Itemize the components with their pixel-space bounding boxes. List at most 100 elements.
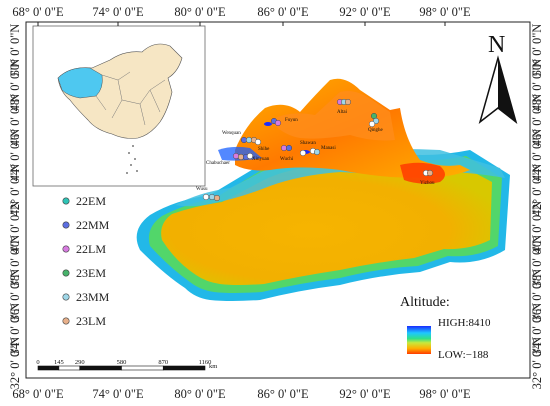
altitude-colorbar bbox=[407, 326, 431, 354]
south-china-sea-islands bbox=[126, 145, 138, 174]
north-label: N bbox=[488, 32, 505, 58]
site-label: Wusu bbox=[196, 187, 208, 192]
site-label: Shihe bbox=[258, 147, 270, 152]
site-label: Chabuchaer bbox=[206, 161, 230, 166]
lat-tick-label: 34° 0' 0"N bbox=[530, 303, 544, 356]
scale-segment bbox=[58, 365, 81, 371]
site-label: Fuyun bbox=[285, 118, 298, 123]
site-fuyun[interactable]: Fuyun bbox=[270, 117, 298, 127]
province-borders bbox=[95, 71, 166, 126]
lon-tick-label: 86° 0' 0"E bbox=[257, 5, 309, 19]
site-shawan[interactable]: Shawan bbox=[280, 141, 316, 152]
site-label: Wenquan bbox=[222, 131, 241, 136]
scale-tick-label: 290 bbox=[75, 359, 85, 366]
lat-tick-label: 34° 0' 0"N bbox=[8, 303, 22, 356]
legend: 22EM 22MM 22LM 23EM 23MM 23LM bbox=[62, 194, 110, 328]
site-label: Qinghe bbox=[368, 128, 384, 133]
scale-tick-label: 0 bbox=[36, 359, 39, 366]
legend-label: 22EM bbox=[76, 194, 106, 208]
legend-label: 23LM bbox=[76, 314, 106, 328]
scale-unit: km bbox=[209, 363, 217, 370]
lat-tick-label: 48° 0' 0"N bbox=[530, 59, 544, 112]
site-manasi[interactable]: Manasi bbox=[309, 146, 336, 156]
lat-tick-label: 32° 0' 0"N bbox=[8, 337, 22, 390]
legend-marker bbox=[62, 317, 70, 325]
lat-tick-label: 44° 0' 0"N bbox=[8, 129, 22, 182]
site-qinghe[interactable]: Qinghe bbox=[368, 112, 384, 133]
legend-label: 22LM bbox=[76, 242, 106, 256]
north-arrow-shade bbox=[498, 58, 516, 122]
lat-tick-label: 44° 0' 0"N bbox=[530, 129, 544, 182]
lake bbox=[264, 122, 272, 126]
lon-tick-label: 74° 0' 0"E bbox=[92, 387, 144, 401]
altitude-legend: Altitude: HIGH:8410 LOW:−188 bbox=[400, 295, 491, 361]
site-shihe[interactable]: Shihe bbox=[254, 138, 270, 152]
site-altai[interactable]: Altai bbox=[336, 98, 352, 115]
lat-ticks-right: 50° 0' 0"N48° 0' 0"N46° 0' 0"N44° 0' 0"N… bbox=[530, 24, 544, 390]
xinjiang-terrain bbox=[136, 78, 510, 301]
china-inset-map bbox=[32, 25, 206, 187]
altitude-high-label: HIGH:8410 bbox=[438, 317, 491, 329]
scale-tick-label: 1160 bbox=[199, 359, 212, 366]
legend-marker bbox=[62, 197, 70, 205]
lat-tick-label: 36° 0' 0"N bbox=[8, 269, 22, 322]
scale-tick-label: 870 bbox=[158, 359, 168, 366]
lon-tick-label: 80° 0' 0"E bbox=[174, 5, 226, 19]
lon-tick-label: 68° 0' 0"E bbox=[12, 5, 64, 19]
legend-marker bbox=[62, 293, 70, 301]
north-arrow: N bbox=[478, 32, 518, 124]
lat-tick-label: 32° 0' 0"N bbox=[530, 337, 544, 390]
lon-ticks-top: 68° 0' 0"E 74° 0' 0"E 80° 0' 0"E 86° 0' 0"E… bbox=[12, 5, 471, 26]
lat-tick-label: 38° 0' 0"N bbox=[8, 235, 22, 288]
junggar-highland bbox=[270, 91, 395, 141]
altitude-title: Altitude: bbox=[400, 295, 450, 310]
lat-tick-label: 46° 0' 0"N bbox=[530, 94, 544, 147]
site-chabuchaer[interactable]: Chabuchaer bbox=[206, 152, 245, 166]
legend-marker bbox=[62, 269, 70, 277]
legend-marker bbox=[62, 245, 70, 253]
site-wuchi[interactable]: Wuchi bbox=[280, 149, 307, 162]
altitude-low-label: LOW:−188 bbox=[438, 349, 489, 361]
site-label: Yizhou bbox=[420, 181, 435, 186]
lat-tick-label: 36° 0' 0"N bbox=[530, 269, 544, 322]
scale-tick-label: 145 bbox=[54, 359, 64, 366]
legend-label: 23MM bbox=[76, 290, 110, 304]
scale-segment bbox=[79, 365, 122, 371]
site-label: Shawan bbox=[300, 141, 316, 146]
site-label: Xinyuan bbox=[252, 157, 270, 162]
site-wenquan[interactable]: Wenquan bbox=[222, 131, 258, 144]
site-label: Altai bbox=[337, 110, 348, 115]
scale-tick-label: 580 bbox=[117, 359, 127, 366]
lat-tick-label: 40° 0' 0"N bbox=[8, 201, 22, 254]
lat-tick-label: 42° 0' 0"N bbox=[530, 164, 544, 217]
turpan-depression bbox=[400, 162, 445, 184]
site-xinyuan[interactable]: Xinyuan bbox=[242, 152, 270, 162]
scale-segment bbox=[162, 365, 206, 371]
lon-ticks-bottom: 68° 0' 0"E 74° 0' 0"E 80° 0' 0"E 86° 0' 0"E… bbox=[12, 387, 471, 401]
lat-ticks-left: 50° 0' 0"N48° 0' 0"N46° 0' 0"N44° 0' 0"N… bbox=[8, 24, 22, 390]
lat-tick-label: 42° 0' 0"N bbox=[8, 164, 22, 217]
legend-marker bbox=[62, 221, 70, 229]
site-label: Manasi bbox=[321, 146, 336, 151]
site-wusu[interactable]: Wusu bbox=[196, 187, 221, 202]
lon-tick-label: 74° 0' 0"E bbox=[92, 5, 144, 19]
lon-tick-label: 80° 0' 0"E bbox=[174, 387, 226, 401]
scale-segment bbox=[121, 365, 164, 371]
lon-tick-label: 98° 0' 0"E bbox=[419, 387, 471, 401]
site-label: Wuchi bbox=[280, 157, 294, 162]
xinjiang-highlight bbox=[57, 67, 103, 99]
scale-segment bbox=[37, 365, 60, 371]
site-yizhou[interactable]: Yizhou bbox=[420, 169, 435, 186]
lon-tick-label: 92° 0' 0"E bbox=[339, 5, 391, 19]
lon-tick-label: 68° 0' 0"E bbox=[12, 387, 64, 401]
lat-tick-label: 50° 0' 0"N bbox=[8, 24, 22, 77]
lon-tick-label: 92° 0' 0"E bbox=[339, 387, 391, 401]
lat-tick-label: 40° 0' 0"N bbox=[530, 201, 544, 254]
sampling-sites: Altai Qinghe Fuyun Wenquan Shihe Chabuch… bbox=[196, 98, 435, 202]
legend-label: 22MM bbox=[76, 218, 110, 232]
lon-tick-label: 86° 0' 0"E bbox=[257, 387, 309, 401]
lat-tick-label: 46° 0' 0"N bbox=[8, 94, 22, 147]
lon-tick-label: 98° 0' 0"E bbox=[419, 5, 471, 19]
